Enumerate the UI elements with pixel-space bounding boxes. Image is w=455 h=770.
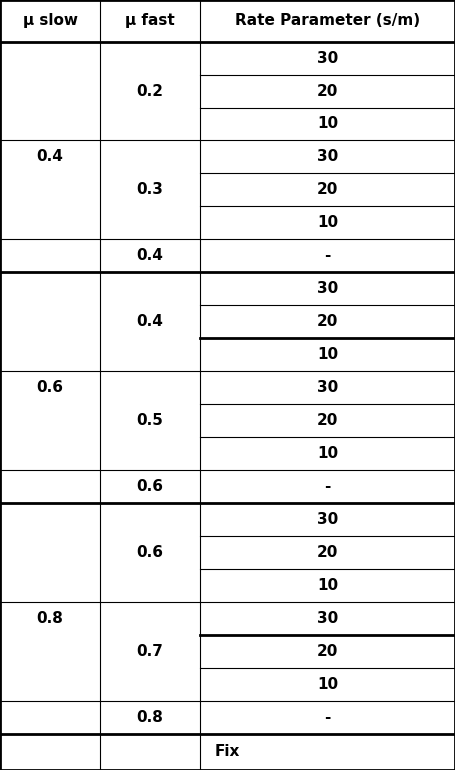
- Text: 0.4: 0.4: [136, 248, 164, 263]
- Text: 0.4: 0.4: [36, 149, 64, 165]
- Text: 30: 30: [317, 611, 338, 626]
- Text: Fix: Fix: [215, 745, 240, 759]
- Text: 0.8: 0.8: [136, 710, 164, 725]
- Text: 10: 10: [317, 446, 338, 461]
- Text: 20: 20: [317, 545, 338, 560]
- Text: 30: 30: [317, 51, 338, 65]
- Text: 20: 20: [317, 644, 338, 658]
- Text: -: -: [324, 479, 331, 494]
- Text: 0.5: 0.5: [136, 413, 164, 428]
- Text: 0.7: 0.7: [136, 644, 164, 658]
- Text: 20: 20: [317, 413, 338, 428]
- Text: 0.6: 0.6: [36, 380, 64, 395]
- Text: 10: 10: [317, 347, 338, 362]
- Text: 10: 10: [317, 116, 338, 132]
- Text: 0.2: 0.2: [136, 84, 164, 99]
- Text: 20: 20: [317, 84, 338, 99]
- Text: 10: 10: [317, 578, 338, 593]
- Text: μ slow: μ slow: [23, 13, 77, 28]
- Text: 30: 30: [317, 512, 338, 527]
- Text: 30: 30: [317, 149, 338, 165]
- Text: 30: 30: [317, 281, 338, 296]
- Text: -: -: [324, 710, 331, 725]
- Text: 10: 10: [317, 677, 338, 691]
- Text: -: -: [324, 248, 331, 263]
- Text: Rate Parameter (s/m): Rate Parameter (s/m): [235, 13, 420, 28]
- Text: 10: 10: [317, 216, 338, 230]
- Text: 0.8: 0.8: [36, 611, 64, 626]
- Text: 20: 20: [317, 182, 338, 197]
- Text: 0.6: 0.6: [136, 479, 164, 494]
- Text: 0.6: 0.6: [136, 545, 164, 560]
- Text: 30: 30: [317, 380, 338, 395]
- Text: 0.3: 0.3: [136, 182, 164, 197]
- Text: 0.4: 0.4: [136, 314, 164, 330]
- Text: 20: 20: [317, 314, 338, 330]
- Text: μ fast: μ fast: [125, 13, 175, 28]
